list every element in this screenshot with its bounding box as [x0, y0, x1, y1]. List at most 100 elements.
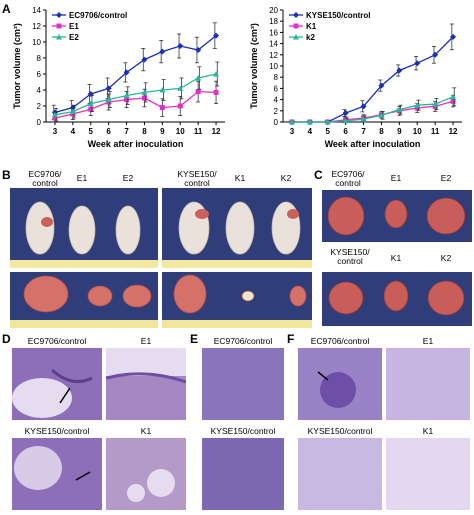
data-point	[159, 87, 166, 93]
series-line	[54, 35, 217, 114]
y-tick-label: 4	[274, 96, 279, 105]
data-point	[123, 69, 130, 76]
data-point	[124, 97, 130, 103]
x-tick-label: 5	[89, 127, 94, 136]
y-tick-label: 14	[269, 40, 278, 49]
data-point	[195, 89, 201, 95]
x-tick-label: 9	[397, 127, 402, 136]
data-point	[69, 108, 76, 115]
x-tick-label: 10	[176, 127, 185, 136]
y-tick-label: 14	[32, 6, 41, 15]
panel-label-e: E	[190, 332, 199, 346]
y-tick-label: 2	[37, 102, 42, 111]
data-point	[396, 106, 403, 113]
y-tick-label: 8	[37, 54, 42, 63]
data-point	[213, 89, 219, 95]
legend-label: E2	[69, 33, 79, 42]
x-tick-label: 7	[124, 127, 129, 136]
he-tile-f-e1	[386, 348, 470, 420]
series-k2	[288, 87, 457, 125]
data-point	[141, 95, 147, 101]
caption-c-kyse150-control: KYSE150/ control	[330, 247, 370, 266]
y-tick-label: 12	[32, 22, 41, 31]
caption-d-e1: E1	[140, 336, 152, 346]
legend-marker	[293, 12, 299, 18]
x-tick-label: 6	[343, 127, 348, 136]
data-point	[342, 110, 349, 117]
x-tick-label: 6	[106, 127, 111, 136]
legend-label: KYSE150/control	[306, 11, 370, 20]
data-point	[177, 103, 183, 109]
he-tile-d-kyse150	[12, 438, 102, 510]
data-point	[87, 100, 94, 107]
he-tile-d-e1	[106, 348, 186, 420]
caption-ec9706-control: EC9706/ control	[28, 170, 62, 188]
he-tile-d-ec9706	[12, 348, 102, 420]
panel-label-d: D	[2, 332, 11, 346]
y-tick-label: 0	[274, 118, 279, 127]
data-point	[360, 116, 367, 122]
data-point	[378, 112, 385, 118]
data-point	[159, 105, 165, 111]
data-point	[51, 111, 58, 118]
caption-d-k1: K1	[140, 426, 152, 436]
legend-marker	[56, 12, 62, 18]
series-line	[291, 96, 454, 123]
data-point	[342, 117, 349, 124]
y-tick-label: 2	[274, 107, 279, 116]
caption-kyse150-control: KYSE150/ control	[177, 170, 217, 188]
he-tile-f-kyse150	[298, 438, 382, 510]
x-tick-label: 9	[160, 127, 165, 136]
legend-marker	[293, 23, 299, 29]
panel-label-a: A	[2, 2, 11, 16]
data-point	[141, 56, 148, 63]
lung-photo-panel: EC9706/ control E1 E2 KYSE150/ control K…	[322, 170, 472, 330]
caption-f-ec9706: EC9706/control	[310, 336, 370, 346]
data-point	[414, 105, 420, 111]
data-point	[195, 47, 202, 53]
data-point	[450, 93, 457, 100]
series-k1	[289, 95, 456, 125]
data-point	[177, 43, 184, 49]
tumor-volume-chart-ec9706: 0 2 4 6 8 10 12 14 3 4 5 6 7 8 9 10 11 12 Week after inocu…	[12, 6, 225, 149]
x-tick-label: 11	[431, 127, 440, 136]
x-tick-label: 4	[308, 127, 313, 136]
x-tick-label: 3	[290, 127, 295, 136]
x-axis-label: Week after inoculation	[88, 139, 184, 149]
data-point	[141, 89, 148, 95]
data-point	[105, 96, 112, 103]
caption-c-k1: K1	[390, 253, 402, 263]
caption-e2: E2	[122, 173, 134, 183]
caption-c-ec9706-control: EC9706/ control	[331, 170, 365, 188]
caption-f-e1: E1	[422, 336, 434, 346]
data-point	[123, 92, 130, 99]
series-line	[291, 36, 454, 123]
data-point	[306, 119, 313, 125]
y-tick-label: 10	[269, 62, 278, 71]
data-point	[432, 101, 439, 107]
caption-e1: E1	[76, 173, 88, 183]
legend-marker	[293, 34, 299, 40]
data-point	[414, 102, 421, 108]
y-tick-label: 10	[32, 38, 41, 47]
data-point	[378, 82, 385, 89]
series-e2	[51, 61, 220, 122]
caption-f-kyse150: KYSE150/control	[307, 426, 373, 436]
data-point	[105, 85, 112, 92]
data-point	[159, 48, 166, 55]
data-point	[414, 60, 421, 67]
data-point	[432, 51, 439, 58]
x-tick-label: 7	[361, 127, 366, 136]
data-point	[195, 75, 202, 81]
mouse-photo-panel: EC9706/ control E1 E2 KYSE150/ control K…	[10, 170, 312, 328]
y-tick-label: 20	[269, 6, 278, 15]
legend-label: E1	[69, 22, 79, 31]
caption-c-e1: E1	[390, 173, 402, 183]
series-e1	[52, 80, 219, 123]
legend-label: K1	[306, 22, 317, 31]
data-point	[360, 103, 367, 110]
caption-f-k1: K1	[422, 426, 434, 436]
data-point	[88, 106, 94, 112]
data-point	[450, 98, 456, 104]
x-tick-label: 5	[326, 127, 331, 136]
